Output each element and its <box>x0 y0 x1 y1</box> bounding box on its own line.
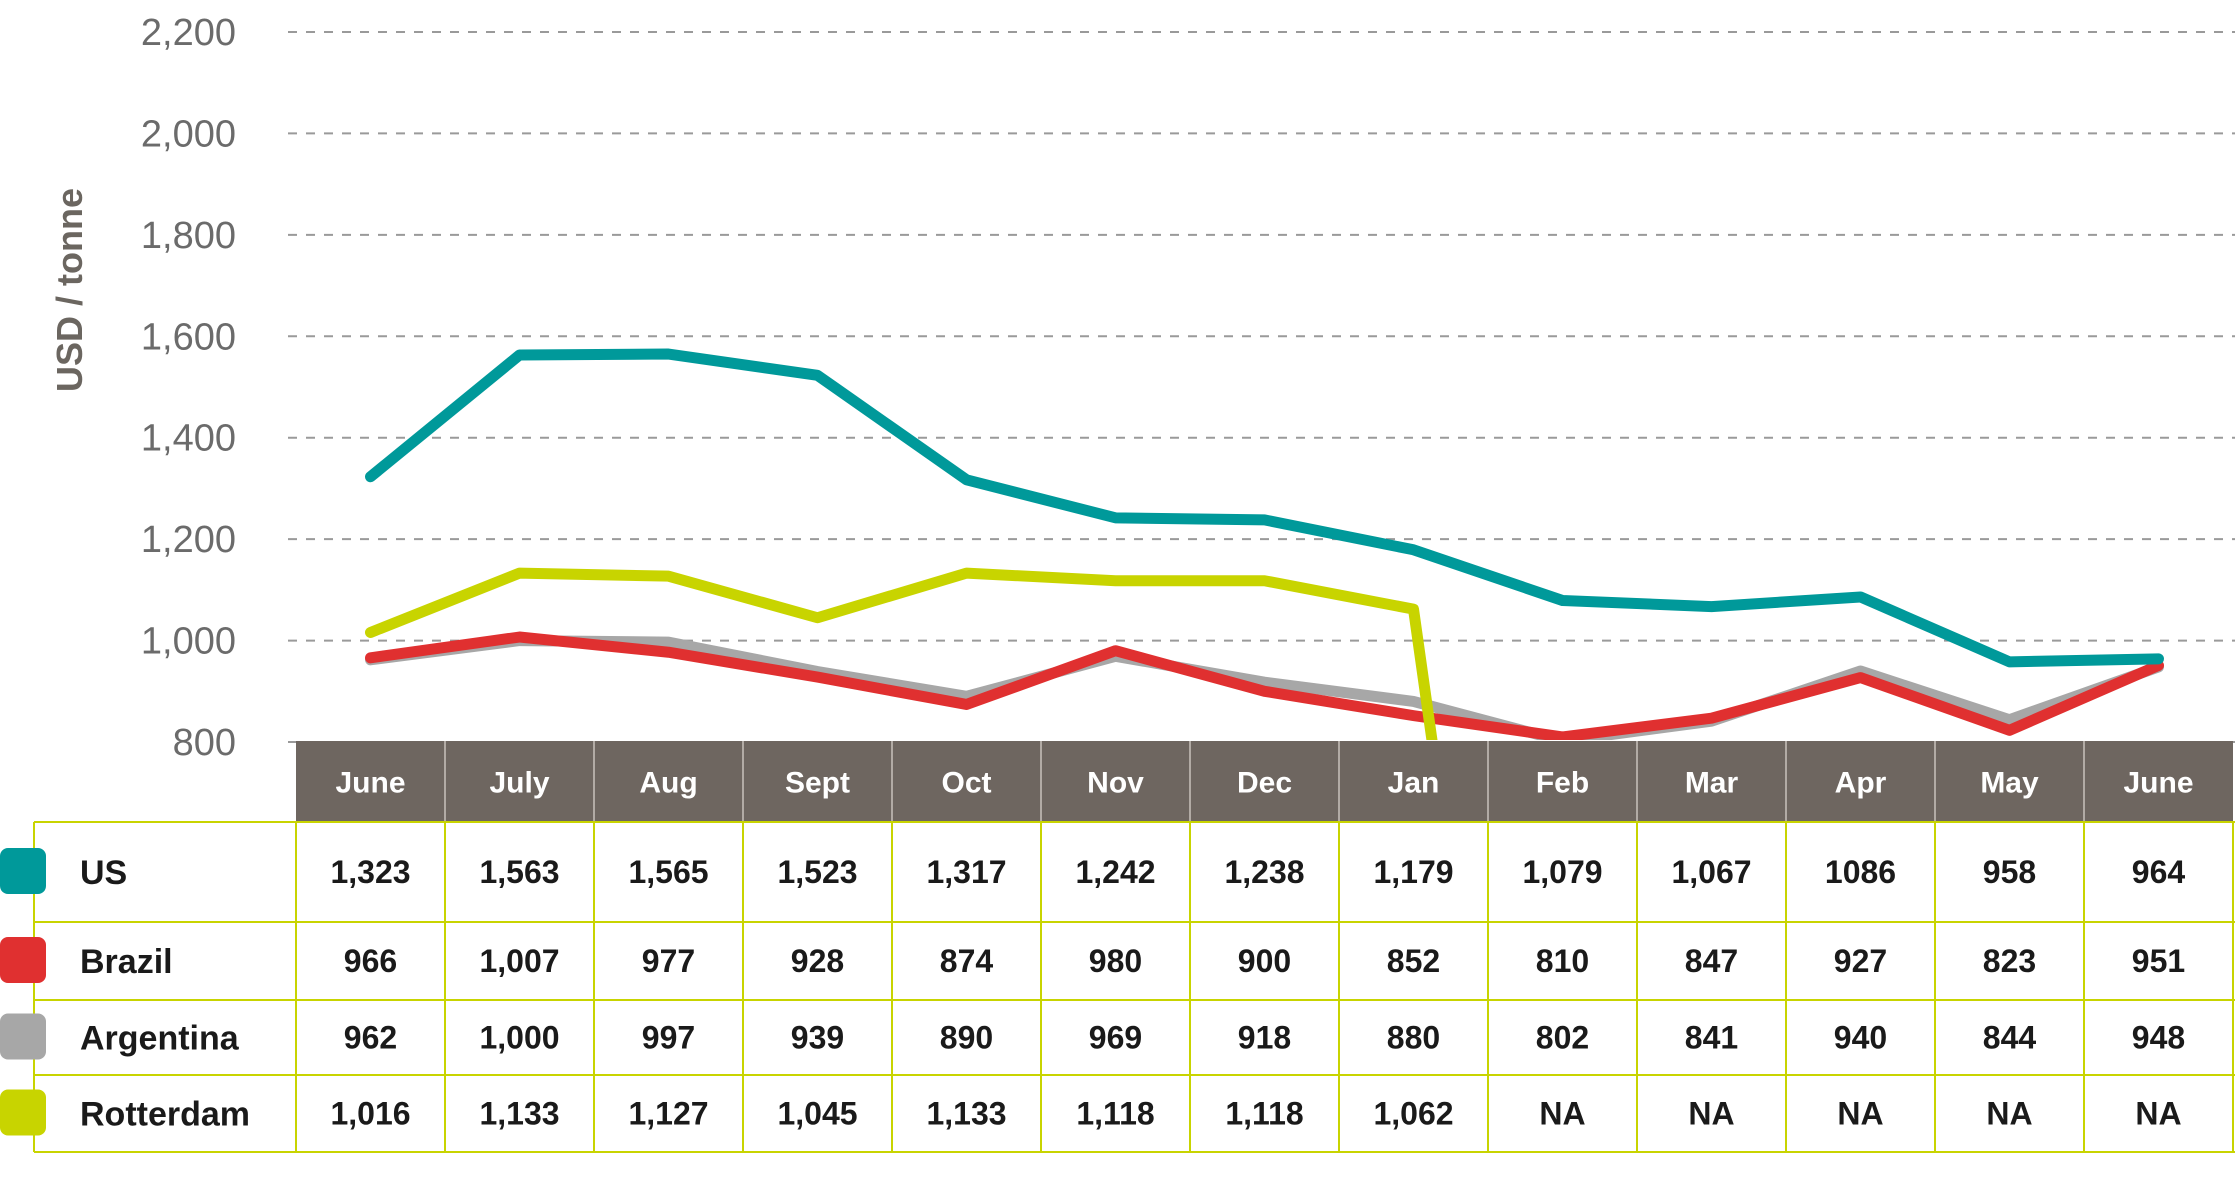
data-label-us: 964 <box>2132 854 2186 890</box>
data-label-brazil: 810 <box>1536 943 1589 979</box>
data-label-us: 1086 <box>1825 854 1896 890</box>
x-tick-label: Feb <box>1536 767 1589 800</box>
y-tick-label: 1,600 <box>141 316 236 358</box>
y-axis-label: USD / tonne <box>49 188 90 392</box>
series-line-rotterdam <box>365 567 1438 740</box>
x-tick-label: June <box>335 767 405 800</box>
data-label-argentina: 940 <box>1834 1020 1887 1056</box>
data-label-us: 1,523 <box>777 854 857 890</box>
y-tick-label: 1,000 <box>141 621 236 663</box>
data-label-rotterdam: 1,016 <box>330 1096 410 1132</box>
data-label-brazil: 852 <box>1387 943 1440 979</box>
legend-label-rotterdam: Rotterdam <box>80 1096 250 1134</box>
data-label-argentina: 939 <box>791 1020 844 1056</box>
data-label-us: 1,067 <box>1671 854 1751 890</box>
y-tick-label: 2,000 <box>141 113 236 155</box>
data-label-rotterdam: 1,062 <box>1373 1096 1453 1132</box>
x-tick-label: Nov <box>1087 767 1144 800</box>
data-label-argentina: 1,000 <box>479 1020 559 1056</box>
data-label-argentina: 918 <box>1238 1020 1291 1056</box>
data-label-brazil: 980 <box>1089 943 1142 979</box>
x-tick-label: Aug <box>639 767 697 800</box>
x-tick-label: Sept <box>785 767 850 800</box>
data-label-rotterdam: 1,133 <box>926 1096 1006 1132</box>
data-label-brazil: 966 <box>344 943 397 979</box>
data-label-rotterdam: 1,118 <box>1225 1096 1303 1132</box>
data-label-argentina: 890 <box>940 1020 993 1056</box>
table-header-background <box>296 741 2233 822</box>
x-tick-label: Apr <box>1835 767 1887 800</box>
x-tick-label: Dec <box>1237 767 1292 800</box>
legend-swatch-rotterdam <box>0 1089 46 1136</box>
data-label-argentina: 841 <box>1685 1020 1738 1056</box>
data-label-argentina: 844 <box>1983 1020 2037 1056</box>
data-label-rotterdam: NA <box>1986 1096 2032 1132</box>
data-label-brazil: 847 <box>1685 943 1738 979</box>
data-label-brazil: 928 <box>791 943 844 979</box>
data-label-us: 1,563 <box>479 854 559 890</box>
y-tick-label: 1,800 <box>141 215 236 257</box>
data-label-argentina: 969 <box>1089 1020 1142 1056</box>
data-label-brazil: 823 <box>1983 943 2036 979</box>
data-label-rotterdam: NA <box>1837 1096 1883 1132</box>
data-label-us: 1,179 <box>1373 854 1453 890</box>
x-tick-label: July <box>489 767 549 800</box>
series-line-us <box>365 348 2164 668</box>
data-label-argentina: 997 <box>642 1020 695 1056</box>
data-label-us: 1,317 <box>926 854 1006 890</box>
legend-label-us: US <box>80 854 127 892</box>
legend-swatch-argentina <box>0 1013 46 1060</box>
legend-label-argentina: Argentina <box>80 1020 240 1058</box>
data-label-brazil: 927 <box>1834 943 1887 979</box>
y-tick-label: 1,200 <box>141 519 236 561</box>
x-tick-label: Oct <box>941 767 991 800</box>
series-line-argentina <box>365 635 2164 740</box>
data-table: June July Aug Sept Oct Nov Dec Jan Feb Mar Apr May J… <box>0 741 2235 1153</box>
y-tick-label: 1,400 <box>141 418 236 460</box>
x-tick-label: May <box>1980 767 2039 800</box>
data-label-brazil: 874 <box>940 943 994 979</box>
data-label-rotterdam: NA <box>2135 1096 2181 1132</box>
data-label-rotterdam: 1,127 <box>628 1096 708 1132</box>
data-label-argentina: 962 <box>344 1020 397 1056</box>
data-label-rotterdam: 1,045 <box>777 1096 857 1132</box>
x-tick-label: Jan <box>1388 767 1440 800</box>
series-lines <box>365 348 2164 740</box>
x-tick-label: June <box>2123 767 2193 800</box>
y-tick-label: 800 <box>173 722 236 764</box>
data-label-brazil: 1,007 <box>479 943 559 979</box>
y-axis-ticks: 800 1,000 1,200 1,400 1,600 1,800 2,000 2,200 <box>141 12 236 764</box>
data-label-us: 1,323 <box>330 854 410 890</box>
series-line-brazil <box>365 631 2164 740</box>
data-label-us: 1,242 <box>1075 854 1155 890</box>
data-label-rotterdam: 1,133 <box>479 1096 559 1132</box>
data-label-rotterdam: 1,118 <box>1076 1096 1154 1132</box>
data-label-brazil: 900 <box>1238 943 1291 979</box>
legend-swatch-brazil <box>0 937 46 983</box>
data-label-brazil: 951 <box>2132 943 2185 979</box>
data-label-brazil: 977 <box>642 943 695 979</box>
data-label-rotterdam: NA <box>1539 1096 1585 1132</box>
data-label-us: 1,238 <box>1224 854 1304 890</box>
legend-label-brazil: Brazil <box>80 943 173 981</box>
data-label-rotterdam: NA <box>1688 1096 1734 1132</box>
legend-swatch-us <box>0 848 46 894</box>
y-tick-label: 2,200 <box>141 12 236 54</box>
data-label-argentina: 802 <box>1536 1020 1589 1056</box>
data-label-us: 1,565 <box>628 854 708 890</box>
data-label-us: 958 <box>1983 854 2036 890</box>
data-label-us: 1,079 <box>1522 854 1602 890</box>
x-tick-label: Mar <box>1685 767 1739 800</box>
data-label-argentina: 880 <box>1387 1020 1440 1056</box>
data-label-argentina: 948 <box>2132 1020 2185 1056</box>
